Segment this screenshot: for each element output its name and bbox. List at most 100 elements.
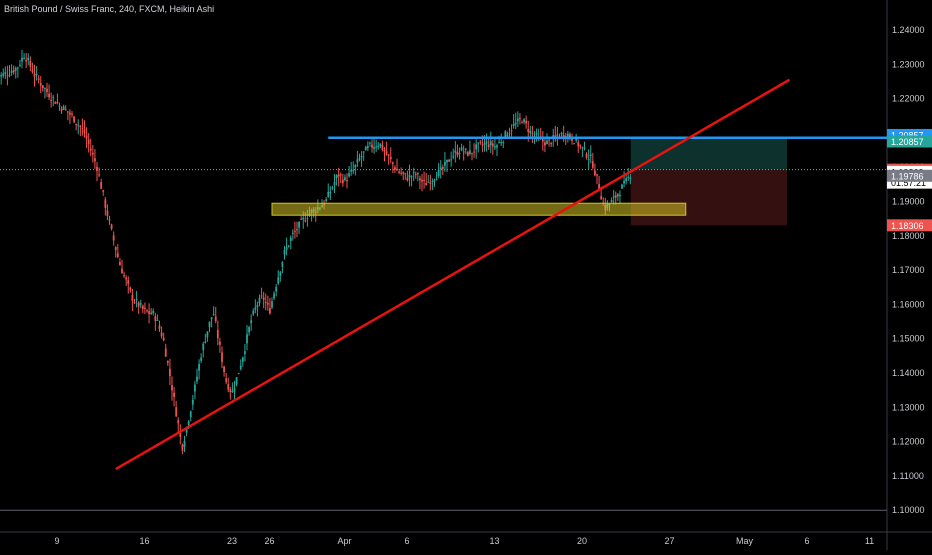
candle-body [548,139,550,141]
candle-body [260,295,263,297]
candle-body [621,184,623,189]
candle-body [139,303,142,305]
candle-body [348,173,350,177]
candle-body [187,421,190,426]
candle-body [469,150,471,155]
y-tick-label: 1.22000 [892,94,925,104]
candle-body [162,337,165,341]
candle-body [333,182,336,186]
price-label: 1.20857 [891,137,924,147]
candle-body [133,302,136,304]
candle-body [371,144,373,148]
candle-body [598,184,600,191]
candle-body [506,134,509,137]
candle-body [585,153,588,158]
x-tick-label: Apr [337,536,351,546]
candle-body [439,167,442,170]
candle-body [487,144,490,147]
candle-body [114,246,117,250]
candle-body [204,341,207,343]
candle-body [148,311,150,314]
candle-body [239,365,242,370]
candle-body [414,173,417,175]
candle-body [535,133,538,135]
candle-body [454,150,457,153]
x-tick-label: 6 [804,536,809,546]
candle-body [191,399,194,405]
candle-body [227,384,230,390]
candle-body [33,73,36,77]
y-tick-label: 1.15000 [892,334,925,344]
candle-body [614,195,617,198]
candle-body [289,237,292,242]
candle-body [335,175,338,179]
candle-body [275,286,278,292]
candle-body [102,190,105,192]
candle-body [366,146,369,149]
candle-body [177,420,180,424]
candle-body [425,183,428,186]
candle-body [250,320,253,323]
candle-body [54,102,57,104]
candle-body [456,152,459,156]
candle-body [4,72,7,75]
y-tick-label: 1.13000 [892,402,925,412]
candle-body [108,219,111,221]
candle-body [223,366,225,373]
x-tick-label: 23 [227,536,237,546]
candle-body [106,210,109,216]
candle-body [2,73,5,76]
candle-body [244,351,246,355]
candle-body [221,352,223,363]
candle-body [156,319,159,321]
candle-body [246,334,248,344]
x-tick-label: 11 [865,536,874,546]
candle-body [83,129,86,134]
candle-body [410,176,413,178]
candle-body [531,133,534,135]
candle-body [571,137,573,141]
candle-body [519,117,521,120]
candle-body [408,174,411,178]
y-tick-label: 1.11000 [892,471,924,481]
candle-body [560,132,563,135]
candle-body [73,116,75,123]
candle-body [171,384,173,391]
candle-body [58,105,61,107]
candle-body [291,232,294,234]
candle-body [471,152,473,154]
price-label-bg [887,135,932,148]
candle-body [421,179,423,182]
candle-body [135,298,138,301]
long-position-target-zone [630,137,787,170]
candle-body [166,361,169,363]
candle-body [231,391,234,393]
candle-body [219,341,221,345]
candle-body [364,146,367,151]
candle-body [266,302,269,305]
candle-body [581,147,584,149]
candle-body [271,301,273,308]
candle-body [196,376,198,382]
candle-body [377,145,380,148]
candle-body [579,145,582,147]
candle-body [41,85,44,89]
candle-body [306,218,309,220]
candle-body [504,131,507,138]
candle-body [460,147,463,151]
candle-body [464,148,467,150]
candle-body [264,301,267,303]
candle-body [516,118,519,122]
candle-body [129,287,132,291]
candle-body [589,154,592,157]
candle-body [433,180,436,182]
candle-body [431,180,434,182]
candle-body [494,146,496,148]
candle-body [610,200,613,203]
candle-body [569,134,571,138]
candle-body [44,88,46,90]
candle-body [262,297,265,300]
candle-body [210,317,213,320]
